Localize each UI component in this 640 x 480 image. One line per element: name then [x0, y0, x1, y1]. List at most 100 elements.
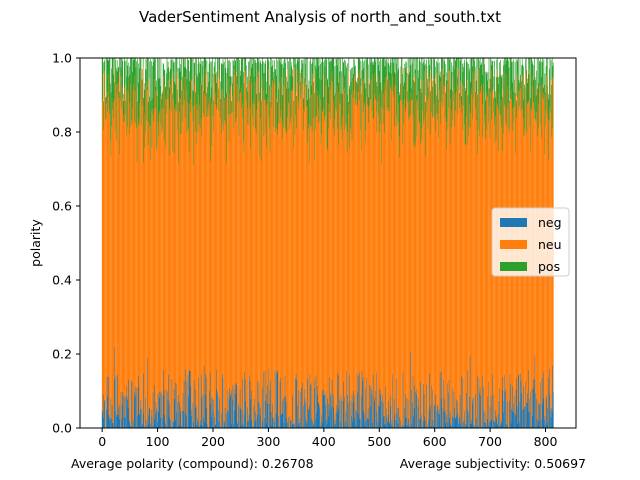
- bar-neg: [503, 412, 504, 428]
- bar-pos: [213, 100, 214, 132]
- bar-pos: [348, 85, 350, 149]
- bar-pos: [264, 72, 265, 100]
- bar-neg: [211, 397, 213, 428]
- bar-neg: [212, 398, 213, 428]
- bar-neu: [334, 136, 335, 425]
- bar-neu: [128, 78, 130, 380]
- bar-neg: [215, 424, 217, 428]
- bar-neu: [141, 79, 143, 426]
- bar-neu: [405, 112, 407, 395]
- bar-neg: [478, 426, 479, 428]
- bar-neg: [199, 426, 201, 428]
- bar-neg: [527, 369, 529, 428]
- bar-neu: [128, 102, 130, 421]
- bar-neg: [516, 377, 518, 428]
- bar-neu: [452, 120, 453, 417]
- bar-neg: [542, 403, 544, 428]
- bar-neg: [474, 426, 476, 428]
- bar-neg: [198, 426, 200, 428]
- bar-neu: [135, 124, 137, 395]
- bar-pos: [498, 76, 500, 110]
- bar-pos: [250, 58, 252, 78]
- bar-pos: [304, 77, 305, 113]
- bar-neu: [445, 149, 447, 427]
- bar-pos: [240, 58, 242, 88]
- bar-neu: [105, 119, 107, 428]
- bar-neg: [488, 381, 489, 428]
- bar-neg: [168, 374, 170, 428]
- bar-pos: [191, 58, 192, 81]
- bar-neg: [241, 425, 243, 428]
- bar-neu: [357, 106, 358, 393]
- bar-pos: [302, 63, 304, 84]
- bar-pos: [333, 58, 335, 101]
- bar-neg: [119, 419, 120, 428]
- bar-neu: [147, 90, 148, 358]
- bar-neu: [457, 84, 459, 414]
- bar-neg: [452, 416, 453, 428]
- bar-neg: [452, 388, 454, 428]
- bar-neg: [221, 413, 223, 428]
- bar-pos: [405, 61, 407, 113]
- bar-pos: [193, 90, 194, 166]
- bar-neu: [300, 98, 301, 393]
- bar-pos: [143, 89, 145, 148]
- bar-neu: [544, 154, 545, 421]
- bar-neg: [285, 401, 287, 428]
- bar-pos: [506, 58, 508, 109]
- bar-neg: [435, 426, 437, 428]
- bar-pos: [106, 58, 107, 104]
- bar-pos: [160, 58, 162, 124]
- bar-neg: [109, 419, 110, 428]
- bar-neu: [162, 108, 164, 396]
- bar-neu: [357, 73, 359, 415]
- bar-neg: [212, 411, 214, 428]
- bar-pos: [314, 58, 316, 71]
- bar-neu: [413, 146, 414, 417]
- bar-pos: [395, 58, 397, 72]
- bar-neu: [483, 83, 484, 387]
- bar-pos: [128, 62, 130, 79]
- bar-neg: [255, 411, 257, 428]
- bar-neg: [335, 423, 336, 428]
- bar-pos: [549, 58, 551, 121]
- bar-neu: [280, 117, 281, 378]
- bar-neu: [435, 73, 437, 427]
- bar-neu: [366, 97, 367, 378]
- bar-neg: [102, 394, 104, 428]
- bar-pos: [537, 58, 539, 128]
- bar-neg: [201, 374, 202, 428]
- bar-neu: [480, 86, 482, 428]
- bar-pos: [470, 82, 472, 114]
- bar-pos: [299, 58, 300, 75]
- bar-pos: [377, 58, 378, 102]
- bar-neu: [225, 163, 227, 428]
- bar-pos: [228, 60, 229, 115]
- bar-neg: [192, 402, 194, 428]
- bar-neu: [234, 69, 235, 411]
- bar-pos: [169, 68, 171, 85]
- bar-pos: [267, 59, 269, 104]
- bar-pos: [380, 82, 382, 107]
- bar-neg: [136, 387, 137, 428]
- bar-pos: [432, 80, 434, 117]
- bar-neu: [479, 93, 481, 388]
- bar-pos: [497, 77, 499, 104]
- bar-pos: [464, 88, 466, 145]
- bar-neu: [258, 102, 259, 402]
- bar-neu: [479, 136, 480, 393]
- bar-neg: [174, 382, 176, 428]
- bar-pos: [208, 63, 210, 117]
- bar-neu: [346, 126, 347, 372]
- bar-neu: [257, 70, 259, 381]
- bar-neg: [432, 419, 434, 428]
- bar-neu: [285, 128, 286, 396]
- bar-neu: [225, 123, 227, 427]
- bar-pos: [430, 58, 432, 70]
- bar-neu: [352, 98, 354, 403]
- bar-neg: [264, 370, 266, 428]
- bar-neg: [148, 415, 150, 428]
- bar-neu: [411, 100, 413, 424]
- bar-pos: [445, 80, 447, 150]
- bar-pos: [328, 87, 330, 129]
